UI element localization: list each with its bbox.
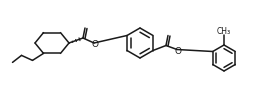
Text: O: O [174,47,181,56]
Text: CH₃: CH₃ [216,26,230,36]
Text: O: O [92,40,99,49]
